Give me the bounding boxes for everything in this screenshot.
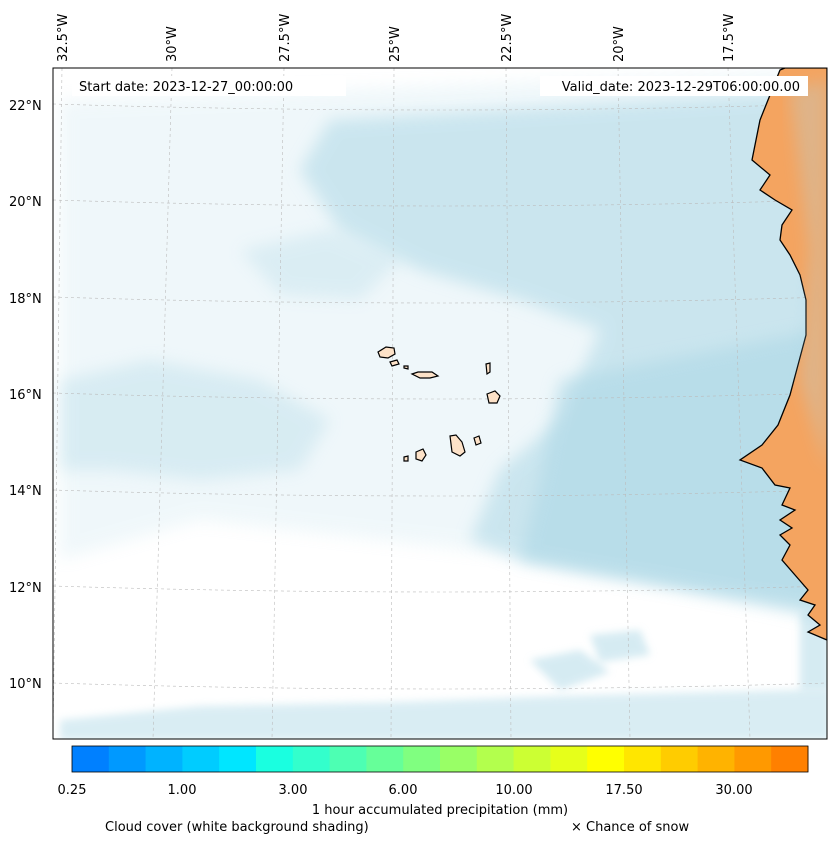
island-maio [473, 435, 482, 446]
colorbar-segment [145, 746, 183, 772]
colorbar-tick-label: 1.00 [168, 783, 197, 798]
colorbar: 0.25 1.00 3.00 6.00 10.00 17.50 30.00 1 … [58, 745, 809, 818]
start-date-label: Start date: 2023-12-27_00:00:00 [79, 80, 293, 95]
colorbar-tick-label: 30.00 [715, 783, 752, 798]
cloud-core-east [520, 330, 827, 610]
longitude-labels: 32.5°W 30°W 27.5°W 25°W 22.5°W 20°W 17.5… [56, 14, 737, 62]
map-panel [52, 67, 828, 740]
valid-date-box [540, 76, 808, 96]
cloud-cover-note: Cloud cover (white background shading) [105, 820, 369, 835]
coast-inset-detail [790, 80, 827, 470]
colorbar-segment [403, 746, 441, 772]
colorbar-segment [182, 746, 220, 772]
land-layer [738, 68, 827, 641]
island-fogo [415, 448, 427, 462]
colorbar-segment [624, 746, 662, 772]
map-frame [52, 67, 828, 740]
colorbar-tick-label: 6.00 [389, 783, 418, 798]
colorbar-tick-label: 17.50 [605, 783, 642, 798]
colorbar-segment [108, 746, 147, 772]
lon-label: 25°W [388, 26, 403, 62]
colorbar-segment [734, 746, 772, 772]
gridlines [53, 68, 827, 739]
lon-label: 32.5°W [56, 14, 71, 62]
colorbar-segments [72, 746, 809, 772]
valid-date-label: Valid_date: 2023-12-29T06:00:00.00 [562, 80, 800, 95]
colorbar-tick-label: 10.00 [495, 783, 532, 798]
colorbar-title: 1 hour accumulated precipitation (mm) [312, 803, 568, 818]
colorbar-segment [660, 746, 699, 772]
lat-label: 10°N [9, 677, 42, 692]
snow-note: × Chance of snow [571, 820, 689, 835]
cloud-band-south [60, 690, 827, 739]
lat-label: 18°N [9, 292, 42, 307]
lon-label: 20°W [612, 26, 627, 62]
island-santa-luzia [403, 365, 409, 370]
start-date-box [72, 76, 346, 96]
cape-verde-islands [377, 346, 501, 462]
lat-label: 12°N [9, 581, 42, 596]
island-santiago [449, 434, 466, 457]
colorbar-segment [771, 746, 809, 772]
colorbar-segment [513, 746, 551, 772]
island-sao-vicente [389, 359, 400, 367]
lat-label: 14°N [9, 484, 42, 499]
lat-label: 16°N [9, 388, 42, 403]
lon-label: 17.5°W [722, 14, 737, 62]
colorbar-ticks: 0.25 1.00 3.00 6.00 10.00 17.50 30.00 [58, 783, 753, 798]
island-santo-antao [377, 346, 396, 359]
colorbar-segment [440, 746, 478, 772]
colorbar-segment [550, 746, 588, 772]
colorbar-segment [697, 746, 735, 772]
colorbar-segment [219, 746, 257, 772]
cloud-wisp-north [240, 230, 400, 300]
lon-label: 22.5°W [500, 14, 515, 62]
island-sal [485, 362, 491, 376]
colorbar-tick-label: 3.00 [279, 783, 308, 798]
cloud-patches-south [530, 610, 827, 690]
colorbar-frame [71, 745, 809, 773]
lat-label: 22°N [9, 99, 42, 114]
island-boa-vista [486, 390, 501, 404]
colorbar-segment [256, 746, 294, 772]
lon-label: 27.5°W [278, 14, 293, 62]
lat-label: 20°N [9, 195, 42, 210]
lon-label: 30°W [165, 26, 180, 62]
colorbar-tick-label: 0.25 [58, 783, 87, 798]
colorbar-segment [587, 746, 625, 772]
colorbar-segment [72, 746, 110, 772]
cloud-cover-layer [60, 70, 827, 739]
colorbar-segment [476, 746, 515, 772]
colorbar-segment [292, 746, 331, 772]
latitude-labels: 22°N 20°N 18°N 16°N 14°N 12°N 10°N [9, 99, 42, 692]
cloud-wisps-west [60, 360, 330, 480]
island-brava [403, 455, 409, 462]
colorbar-segment [329, 746, 367, 772]
colorbar-segment [366, 746, 404, 772]
island-sao-nicolau [410, 371, 440, 379]
